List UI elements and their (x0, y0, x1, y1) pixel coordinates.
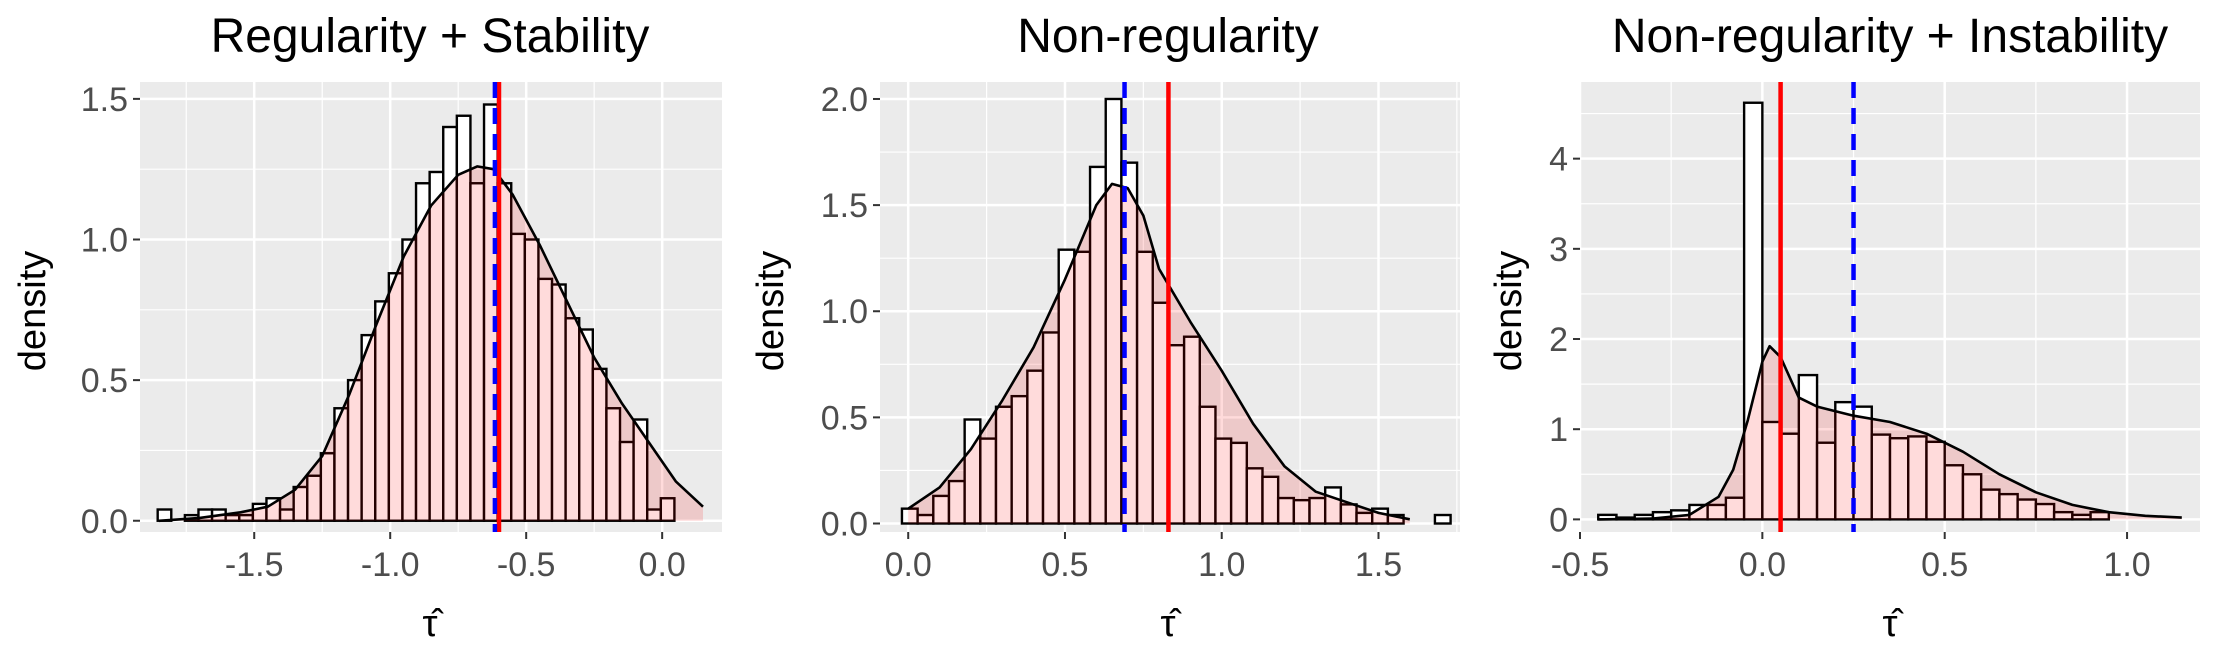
density-area (1598, 346, 2182, 520)
y-tick-label: 1.0 (81, 222, 128, 260)
y-tick-label: 0.5 (81, 362, 128, 400)
x-tick-label: -1.5 (225, 546, 284, 584)
plot-area (1578, 82, 2200, 532)
x-axis-title: τ̂ (1882, 603, 1904, 645)
density-area (908, 183, 1410, 524)
y-axis-title: density (750, 251, 792, 371)
x-tick-label: -1.0 (361, 546, 420, 584)
x-tick-label: -0.5 (1551, 546, 1610, 584)
y-axis-title: density (12, 251, 54, 371)
panel-title: Regularity + Stability (211, 10, 650, 63)
y-tick-label: 0 (1549, 501, 1568, 539)
x-axis-title: τ̂ (422, 603, 444, 645)
histogram-bar (1433, 513, 1452, 525)
y-tick-label: 1.5 (81, 81, 128, 119)
y-tick-label: 2 (1549, 321, 1568, 359)
panel-title: Non-regularity (1017, 10, 1318, 63)
density-curve (1598, 344, 2182, 521)
y-tick-label: 4 (1549, 141, 1568, 179)
y-tick-label: 1.0 (821, 293, 868, 331)
y-tick-label: 2.0 (821, 81, 868, 119)
x-axis-title: τ̂ (1160, 603, 1182, 645)
x-tick-label: 0.5 (1041, 546, 1088, 584)
y-tick-label: 0.0 (821, 506, 868, 544)
panel-non-regularity-instability: Non-regularity + Instability density τ̂ … (1488, 10, 2200, 645)
x-tick-label: 1.5 (1355, 546, 1402, 584)
x-tick-label: 0.0 (639, 546, 686, 584)
histogram-bar (632, 418, 649, 522)
panel-title: Non-regularity + Instability (1612, 10, 2168, 63)
x-tick-label: -0.5 (497, 546, 556, 584)
y-tick-label: 0.5 (821, 399, 868, 437)
y-axis-title: density (1488, 251, 1530, 371)
density-curve (907, 182, 1411, 521)
y-tick-label: 1 (1549, 411, 1568, 449)
x-tick-label: 1.0 (1198, 546, 1245, 584)
histogram-bars (156, 103, 676, 522)
histogram-bars (900, 97, 1452, 525)
density-area (159, 166, 703, 521)
histogram-bar (659, 497, 676, 522)
plot-area (880, 82, 1460, 532)
histogram-bar (2089, 510, 2111, 521)
density-curve (158, 165, 704, 523)
y-tick-label: 0.0 (81, 503, 128, 541)
x-tick-label: 0.0 (885, 546, 932, 584)
y-tick-label: 3 (1549, 231, 1568, 269)
y-tick-label: 1.5 (821, 187, 868, 225)
plot-area (140, 82, 722, 532)
x-tick-label: 0.5 (1921, 546, 1968, 584)
panel-non-regularity: Non-regularity density τ̂ 0.0 0.5 1.0 1.5 0.… (750, 10, 1460, 645)
panel-regularity-stability: Regularity + Stability density τ̂ -1.5 -1… (12, 10, 722, 645)
x-tick-label: 0.0 (1739, 546, 1786, 584)
x-tick-label: 1.0 (2103, 546, 2150, 584)
